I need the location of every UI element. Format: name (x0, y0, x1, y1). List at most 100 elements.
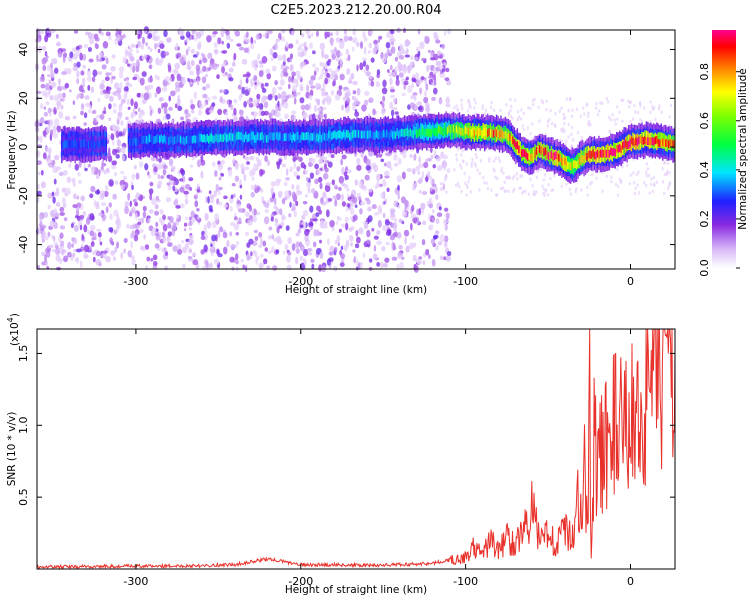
noise-speckle (193, 259, 199, 266)
noise-speckle (372, 253, 378, 260)
noise-speckle (651, 107, 655, 112)
noise-speckle (348, 227, 353, 232)
noise-speckle (147, 46, 151, 50)
noise-speckle (568, 97, 572, 102)
noise-speckle (218, 201, 223, 206)
ridge-segment (127, 135, 130, 144)
noise-speckle (654, 117, 657, 122)
noise-speckle (509, 114, 512, 119)
noise-speckle (605, 96, 609, 101)
ridge-segment (67, 139, 69, 148)
noise-speckle (438, 65, 444, 70)
noise-speckle (229, 38, 234, 43)
snr-x-ticks: -300 -200 -100 0 (123, 329, 634, 588)
noise-speckle (137, 33, 141, 40)
ridge-segment (461, 127, 464, 136)
ridge-segment (666, 139, 668, 147)
noise-speckle (87, 163, 91, 168)
noise-speckle (177, 105, 183, 112)
noise-speckle (437, 241, 443, 246)
noise-speckle (146, 256, 151, 262)
noise-speckle (278, 106, 281, 112)
noise-speckle (307, 34, 312, 39)
noise-speckle (229, 256, 235, 263)
noise-speckle (248, 87, 251, 93)
noise-speckle (425, 103, 430, 108)
noise-speckle (131, 184, 134, 191)
noise-speckle (80, 70, 84, 76)
noise-speckle (429, 176, 433, 180)
noise-speckle (404, 54, 410, 58)
noise-speckle (220, 160, 226, 165)
noise-speckle (196, 79, 200, 86)
noise-speckle (333, 184, 338, 190)
ridge-segment (507, 133, 510, 142)
noise-speckle (242, 264, 246, 270)
noise-speckle (135, 44, 139, 49)
noise-speckle (640, 119, 644, 124)
noise-speckle (106, 89, 111, 95)
noise-speckle (220, 173, 225, 177)
noise-speckle (366, 229, 371, 238)
noise-speckle (130, 241, 133, 249)
noise-speckle (134, 201, 139, 207)
noise-speckle (356, 88, 361, 96)
noise-speckle (195, 64, 201, 72)
noise-speckle (141, 217, 144, 224)
noise-speckle (594, 106, 598, 110)
ridge-segment (455, 125, 458, 134)
colorbar-label: Normalized spectral amplitude (737, 68, 749, 229)
noise-speckle (289, 166, 293, 173)
ridge-segment (279, 132, 281, 141)
noise-speckle (335, 193, 341, 201)
noise-speckle (114, 246, 118, 253)
noise-speckle (363, 68, 367, 73)
noise-speckle (187, 256, 194, 263)
noise-speckle (118, 70, 124, 79)
noise-speckle (628, 105, 631, 109)
ridge-segment (222, 134, 225, 142)
noise-speckle (389, 208, 395, 214)
noise-speckle (254, 236, 259, 241)
noise-speckle (242, 74, 248, 78)
noise-speckle (319, 42, 325, 51)
noise-speckle (271, 86, 277, 95)
ridge-segment (212, 135, 214, 144)
ridge-segment (151, 136, 154, 145)
noise-speckle (283, 101, 289, 109)
noise-speckle (445, 67, 450, 73)
ridge-segment (660, 138, 662, 147)
noise-speckle (338, 41, 345, 49)
noise-speckle (303, 44, 307, 50)
noise-speckle (435, 39, 441, 44)
noise-speckle (156, 75, 160, 81)
colorbar-tick-label: 0.4 (698, 161, 711, 179)
noise-speckle (360, 201, 366, 206)
ridge-segment (362, 130, 364, 139)
ridge-segment (598, 151, 600, 159)
noise-speckle (126, 98, 130, 105)
noise-speckle (187, 113, 191, 118)
noise-speckle (330, 90, 335, 96)
noise-speckle (79, 260, 83, 269)
noise-speckle (648, 191, 652, 196)
noise-speckle (233, 216, 238, 221)
noise-speckle (141, 71, 147, 77)
noise-speckle (665, 172, 668, 177)
ridge-segment (351, 130, 354, 139)
noise-speckle (344, 222, 349, 231)
noise-speckle (309, 205, 314, 213)
noise-speckle (478, 171, 482, 176)
noise-speckle (601, 189, 604, 193)
noise-speckle (386, 31, 392, 39)
spectrogram-y-tick-label: 40 (17, 43, 30, 57)
noise-speckle (590, 181, 594, 185)
noise-speckle (493, 108, 496, 113)
noise-speckle (312, 218, 318, 222)
noise-speckle (422, 260, 426, 266)
ridge-segment (245, 131, 247, 140)
noise-speckle (108, 227, 114, 233)
noise-speckle (257, 53, 261, 61)
noise-speckle (394, 66, 398, 73)
noise-speckle (324, 54, 328, 59)
